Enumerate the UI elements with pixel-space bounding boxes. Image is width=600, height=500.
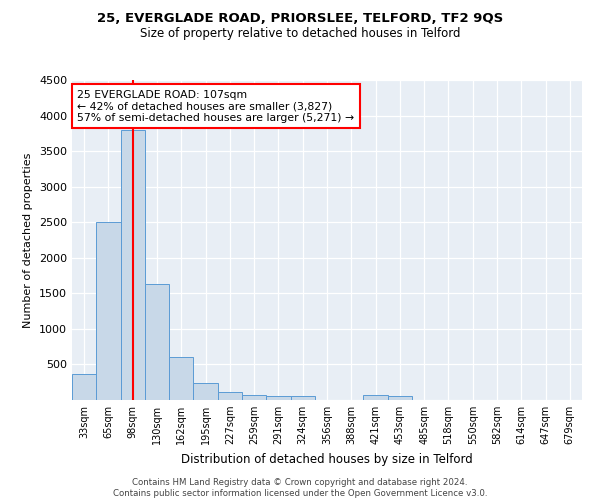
Text: 25 EVERGLADE ROAD: 107sqm
← 42% of detached houses are smaller (3,827)
57% of se: 25 EVERGLADE ROAD: 107sqm ← 42% of detac…: [77, 90, 354, 123]
Bar: [218, 392, 242, 400]
Y-axis label: Number of detached properties: Number of detached properties: [23, 152, 34, 328]
Bar: [145, 284, 169, 400]
Text: 25, EVERGLADE ROAD, PRIORSLEE, TELFORD, TF2 9QS: 25, EVERGLADE ROAD, PRIORSLEE, TELFORD, …: [97, 12, 503, 26]
Bar: [388, 396, 412, 400]
Bar: [242, 396, 266, 400]
X-axis label: Distribution of detached houses by size in Telford: Distribution of detached houses by size …: [181, 452, 473, 466]
Text: Size of property relative to detached houses in Telford: Size of property relative to detached ho…: [140, 28, 460, 40]
Bar: [72, 374, 96, 400]
Bar: [96, 222, 121, 400]
Bar: [364, 396, 388, 400]
Bar: [169, 358, 193, 400]
Bar: [121, 130, 145, 400]
Bar: [266, 396, 290, 400]
Bar: [290, 396, 315, 400]
Text: Contains HM Land Registry data © Crown copyright and database right 2024.
Contai: Contains HM Land Registry data © Crown c…: [113, 478, 487, 498]
Bar: [193, 383, 218, 400]
